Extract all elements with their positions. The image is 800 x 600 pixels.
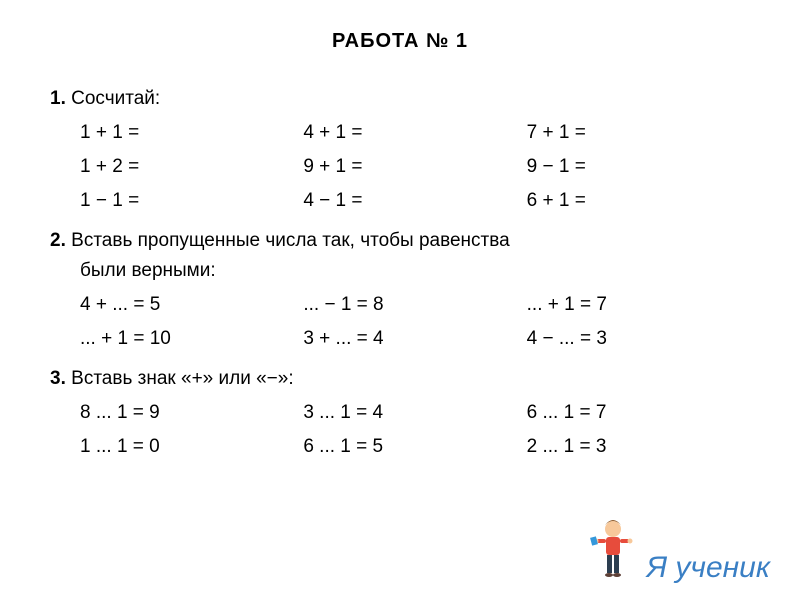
task-3: 3. Вставь знак «+» или «−»: 8 ... 1 = 9 … <box>50 368 750 458</box>
expression: 1 + 2 = <box>80 156 303 178</box>
expression: ... − 1 = 8 <box>303 294 526 316</box>
task-2-header: 2. Вставь пропущенные числа так, чтобы р… <box>50 230 750 252</box>
task-1-label: Сосчитай: <box>71 88 160 109</box>
task-1-grid: 1 + 1 = 4 + 1 = 7 + 1 = 1 + 2 = 9 + 1 = … <box>50 122 750 212</box>
logo: Я ученик <box>587 515 770 585</box>
expression: ... + 1 = 10 <box>80 328 303 350</box>
expression: 1 + 1 = <box>80 122 303 144</box>
task-2-grid: 4 + ... = 5 ... − 1 = 8 ... + 1 = 7 ... … <box>50 294 750 350</box>
task-2-label-line2: были верными: <box>50 260 750 282</box>
logo-uchenik: ученик <box>675 551 770 584</box>
expression: 2 ... 1 = 3 <box>527 436 750 458</box>
task-1-header: 1. Сосчитай: <box>50 88 750 110</box>
logo-ya: Я <box>647 551 667 584</box>
expression: 4 + 1 = <box>303 122 526 144</box>
expression: 3 ... 1 = 4 <box>303 402 526 424</box>
task-3-header: 3. Вставь знак «+» или «−»: <box>50 368 750 390</box>
expression: 6 ... 1 = 5 <box>303 436 526 458</box>
expression: 7 + 1 = <box>527 122 750 144</box>
student-icon <box>587 515 639 585</box>
task-3-number: 3. <box>50 368 66 389</box>
task-2: 2. Вставь пропущенные числа так, чтобы р… <box>50 230 750 350</box>
expression: 8 ... 1 = 9 <box>80 402 303 424</box>
task-1-number: 1. <box>50 88 66 109</box>
expression: 4 − ... = 3 <box>527 328 750 350</box>
expression: 3 + ... = 4 <box>303 328 526 350</box>
expression: 6 + 1 = <box>527 190 750 212</box>
task-2-number: 2. <box>50 230 66 251</box>
task-2-label: Вставь пропущенные числа так, чтобы раве… <box>71 230 510 251</box>
task-3-label: Вставь знак «+» или «−»: <box>71 368 293 389</box>
worksheet-title: РАБОТА № 1 <box>50 30 750 53</box>
task-1: 1. Сосчитай: 1 + 1 = 4 + 1 = 7 + 1 = 1 +… <box>50 88 750 212</box>
expression: 4 + ... = 5 <box>80 294 303 316</box>
expression: ... + 1 = 7 <box>527 294 750 316</box>
logo-text: Я ученик <box>647 551 770 585</box>
expression: 6 ... 1 = 7 <box>527 402 750 424</box>
expression: 4 − 1 = <box>303 190 526 212</box>
expression: 1 − 1 = <box>80 190 303 212</box>
expression: 1 ... 1 = 0 <box>80 436 303 458</box>
task-3-grid: 8 ... 1 = 9 3 ... 1 = 4 6 ... 1 = 7 1 ..… <box>50 402 750 458</box>
expression: 9 − 1 = <box>527 156 750 178</box>
expression: 9 + 1 = <box>303 156 526 178</box>
